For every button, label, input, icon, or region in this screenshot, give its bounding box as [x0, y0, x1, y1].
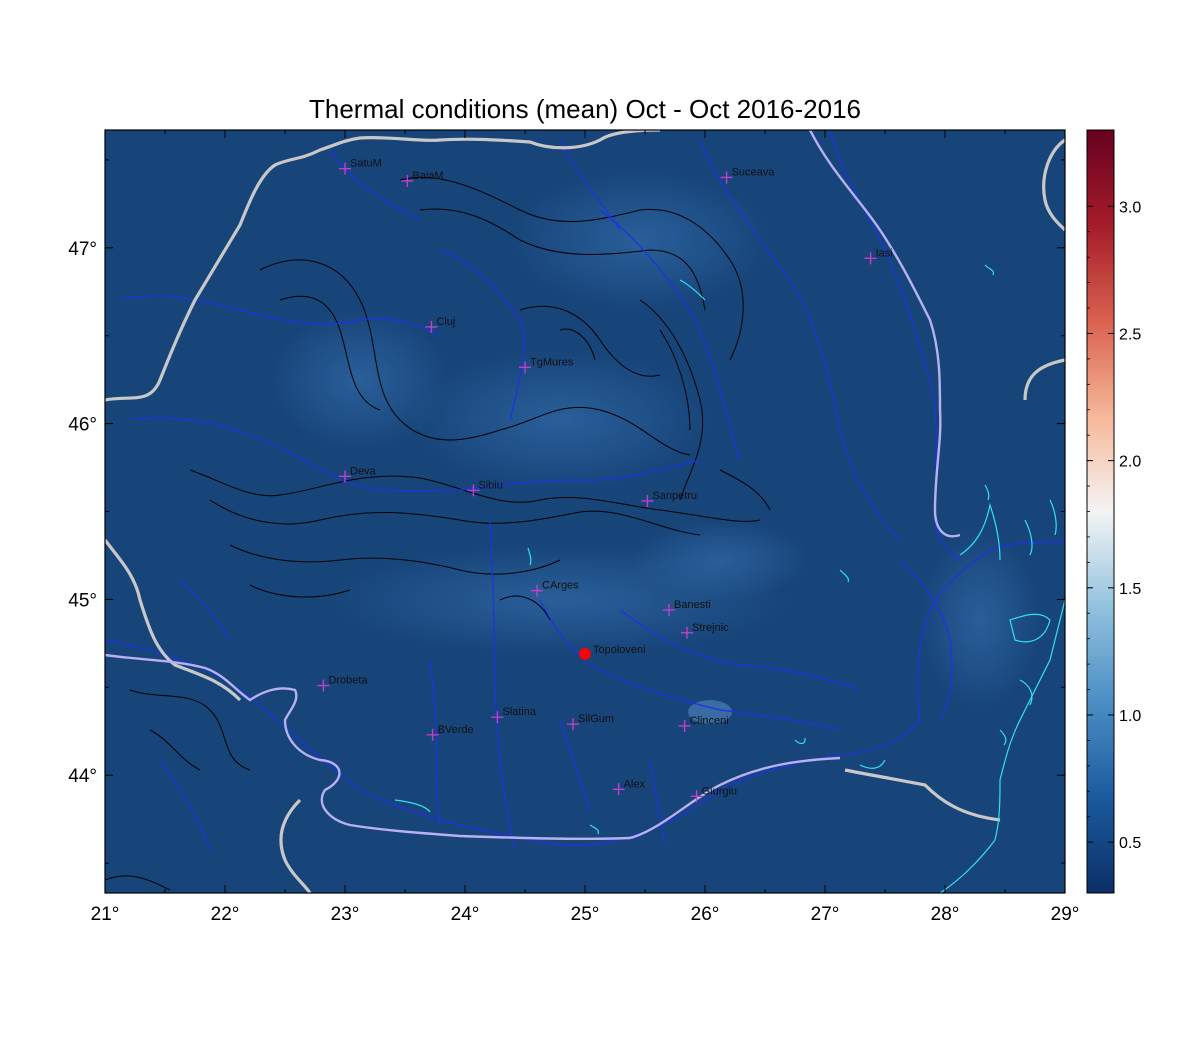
- station-slatina[interactable]: Slatina: [491, 706, 537, 724]
- highlight-site-dot[interactable]: [579, 647, 591, 660]
- lat-tick-label: 44°: [68, 766, 97, 787]
- lon-tick-label: 25°: [571, 904, 600, 925]
- station-sibiu[interactable]: Sibiu: [467, 479, 503, 497]
- station-strejnic[interactable]: Strejnic: [681, 622, 729, 639]
- station-label: BVerde: [438, 724, 474, 736]
- station-label: SatuM: [350, 158, 382, 170]
- lon-tick-label: 23°: [331, 904, 360, 925]
- highlight-site: Topoloveni: [579, 644, 646, 660]
- lon-tick-label: 26°: [691, 904, 720, 925]
- lat-tick-label: 47°: [68, 239, 97, 260]
- station-satum[interactable]: SatuM: [339, 158, 382, 175]
- station-label: Sanpetru: [652, 490, 697, 502]
- station-marker: [426, 728, 439, 741]
- station-drobeta[interactable]: Drobeta: [317, 675, 368, 692]
- station-marker: [531, 584, 543, 597]
- station-marker: [425, 320, 438, 333]
- lon-tick-label: 29°: [1051, 904, 1080, 925]
- station-silgum[interactable]: SilGum: [567, 713, 614, 731]
- station-marker: [491, 711, 504, 724]
- latitude-tick-labels: 44° 45° 46° 47°: [68, 239, 97, 787]
- station-marker: [401, 174, 414, 187]
- station-iasi[interactable]: Iasi: [864, 247, 893, 265]
- longitude-tick-labels: 21° 22° 23° 24° 25° 26° 27° 28° 29°: [91, 904, 1080, 925]
- station-marker: [519, 361, 531, 374]
- station-marker: [467, 484, 480, 497]
- station-label: CArges: [542, 580, 579, 592]
- colorbar-tick-label: 2.0: [1119, 454, 1141, 471]
- station-marker: [690, 790, 703, 803]
- map-title: Thermal conditions (mean) Oct - Oct 2016…: [309, 94, 861, 124]
- station-label: Iasi: [876, 247, 893, 259]
- axis-ticks: [104, 130, 1066, 893]
- station-label: Suceava: [732, 166, 776, 178]
- colorbar-tick-label: 0.5: [1119, 835, 1141, 852]
- station-tgmures[interactable]: TgMures: [519, 356, 574, 374]
- station-marker: [612, 783, 625, 796]
- station-label: SilGum: [578, 713, 614, 725]
- colorbar-tick-label: 3.0: [1119, 199, 1141, 216]
- station-label: Banesti: [674, 599, 711, 611]
- station-marker: [339, 470, 351, 483]
- lon-tick-label: 27°: [811, 904, 840, 925]
- station-label: Giurgiu: [702, 785, 737, 797]
- colorbar-ticks: 0.5 1.0 1.5 2.0 2.5 3.0: [1087, 199, 1141, 852]
- station-label: Clinceni: [690, 715, 729, 727]
- station-marker: [720, 171, 733, 184]
- thermal-field-patches: [270, 170, 1040, 724]
- station-label: BaiaM: [412, 170, 443, 182]
- station-cluj[interactable]: Cluj: [425, 316, 455, 333]
- station-label: Slatina: [502, 706, 537, 718]
- station-bverde[interactable]: BVerde: [426, 724, 474, 741]
- terrain-contours: [105, 176, 771, 891]
- lon-tick-label: 28°: [931, 904, 960, 925]
- lon-tick-label: 21°: [91, 904, 120, 925]
- colorbar-tick-label: 2.5: [1119, 326, 1141, 343]
- station-label: TgMures: [530, 356, 574, 368]
- station-label: Drobeta: [328, 675, 368, 687]
- colorbar-tick-label: 1.0: [1119, 708, 1141, 725]
- colorbar-gradient: [1086, 129, 1115, 894]
- lakes-and-coast: [394, 264, 1065, 893]
- station-marker: [317, 679, 330, 692]
- colorbar-tick-label: 1.5: [1119, 581, 1141, 598]
- station-marker: [339, 162, 351, 175]
- lon-tick-label: 22°: [211, 904, 240, 925]
- station-clinceni[interactable]: Clinceni: [678, 715, 729, 732]
- lon-tick-label: 24°: [451, 904, 480, 925]
- station-markers: SatuM BaiaM Suceava Iasi Cluj TgMures Deva Sibi…: [317, 158, 893, 803]
- station-banesti[interactable]: Banesti: [663, 599, 711, 616]
- station-alex[interactable]: Alex: [612, 778, 646, 796]
- station-label: Cluj: [436, 316, 455, 328]
- station-sanpetru[interactable]: Sanpetru: [641, 490, 697, 507]
- station-label: Deva: [350, 465, 377, 477]
- highlight-site-label: Topoloveni: [593, 644, 646, 656]
- lat-tick-label: 45°: [68, 590, 97, 611]
- station-carges[interactable]: CArges: [531, 580, 579, 597]
- station-marker: [641, 494, 654, 507]
- station-deva[interactable]: Deva: [339, 465, 377, 483]
- station-label: Sibiu: [478, 479, 502, 491]
- station-baiam[interactable]: BaiaM: [401, 170, 444, 187]
- lat-tick-label: 46°: [68, 415, 97, 436]
- colorbar: 0.5 1.0 1.5 2.0 2.5 3.0: [1086, 129, 1141, 894]
- station-marker: [663, 603, 675, 616]
- station-marker: [678, 719, 691, 732]
- station-label: Alex: [624, 778, 646, 790]
- river-borders: [105, 130, 961, 841]
- station-giurgiu[interactable]: Giurgiu: [690, 785, 737, 803]
- station-marker: [681, 626, 693, 639]
- map-plot-area: [105, 130, 1065, 893]
- station-label: Strejnic: [692, 622, 729, 634]
- station-suceava[interactable]: Suceava: [720, 166, 776, 184]
- country-borders: [105, 130, 1065, 893]
- station-marker: [567, 718, 579, 731]
- station-marker: [864, 252, 877, 265]
